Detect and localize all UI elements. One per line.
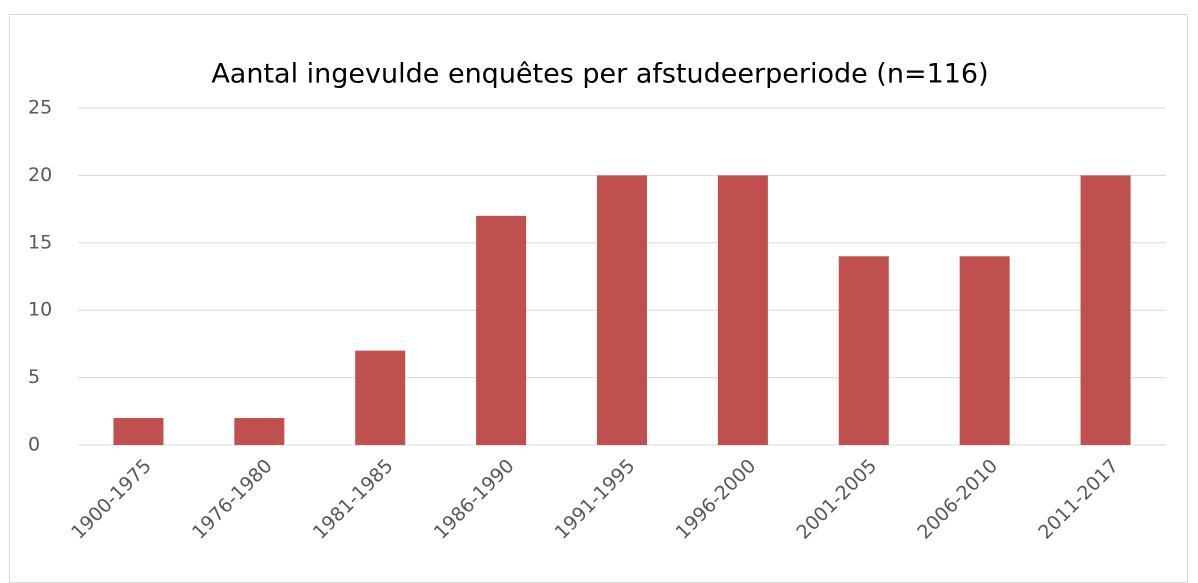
y-tick-label: 0 [28,434,40,456]
bar [355,350,406,445]
y-tick-label: 20 [28,164,52,186]
bar [838,256,889,445]
y-tick-label: 10 [28,299,52,321]
bar [476,215,527,445]
y-tick-label: 5 [28,366,40,388]
y-tick-label: 15 [28,231,52,253]
bar [959,256,1010,445]
chart-title: Aantal ingevulde enquêtes per afstudeerp… [211,59,988,90]
bar [1080,175,1131,445]
bar [597,175,647,445]
bar [113,418,164,445]
y-tick-label: 25 [28,97,52,119]
bar [717,175,768,445]
bar [234,418,285,445]
